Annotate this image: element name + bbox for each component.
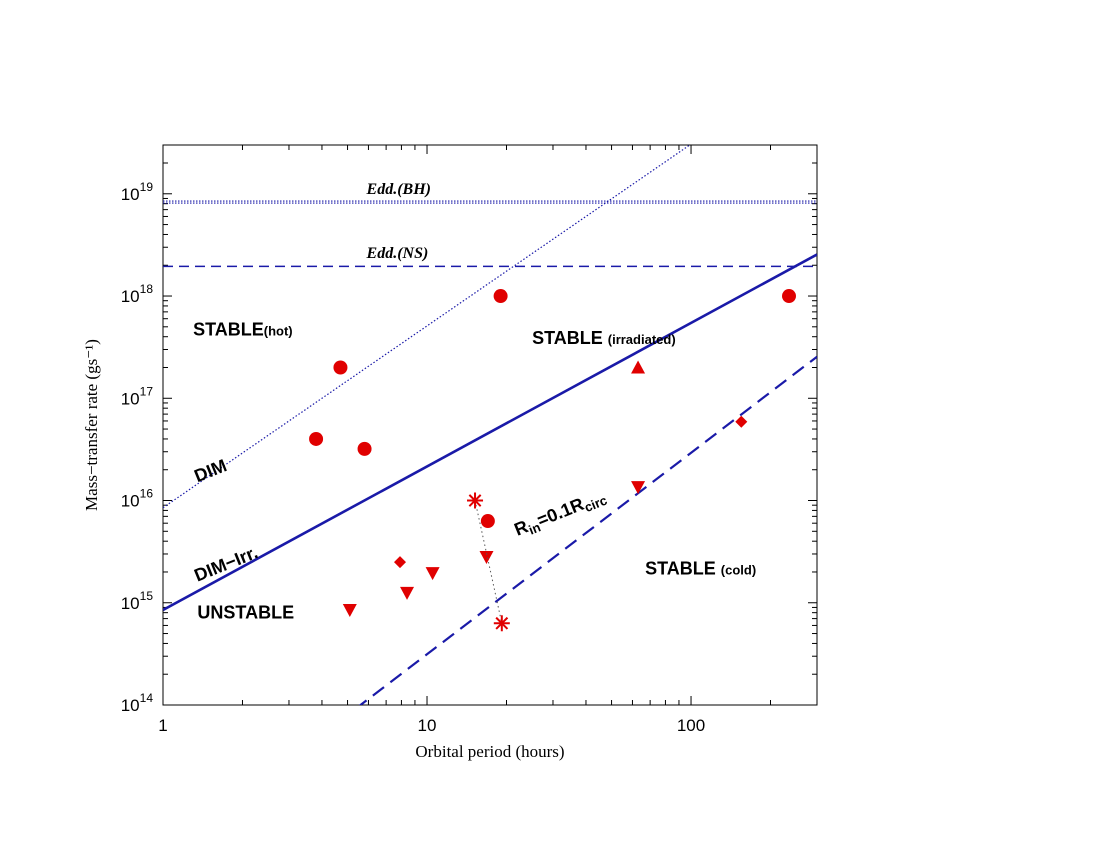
data-point-circle [309,431,324,446]
data-point-triangle-down [425,567,440,581]
y-tick-label: 1019 [121,180,154,204]
label-dim: DIM [191,455,229,486]
star-arm [495,616,509,630]
star-connector [474,500,503,624]
x-axis-title: Orbital period (hours) [415,742,564,761]
plot-frame [162,144,818,706]
data-point-diamond [393,556,406,569]
reference-lines [163,145,817,705]
y-tick-label: 1016 [121,487,154,511]
x-tick-label: 1 [158,716,167,735]
line-dim [163,145,691,509]
star-arm [468,494,482,507]
label-rin: Rin=0.1Rcirc [511,485,609,542]
data-point-triangle-down [631,481,646,495]
y-tick-label: 1018 [121,282,154,306]
data-point-circle [782,289,797,304]
x-tick-label: 100 [677,716,705,735]
data-point-circle [333,360,348,375]
line-r-in-0-1r-circ [358,355,817,705]
y-axis-title: Mass−transfer rate (gs⁻¹) [82,339,101,511]
data-point-triangle-up [631,360,646,374]
data-point-circle [480,514,495,529]
y-tick-label: 1015 [121,589,154,613]
line-dim-irr [163,253,817,612]
y-tick-label: 1014 [121,691,154,715]
label-stable-cold: STABLE (cold) [645,558,756,578]
data-point-star [493,615,510,632]
data-point-triangle-down [479,551,494,565]
data-point-triangle-down [342,603,357,617]
label-stable-hot: STABLE(hot) [193,320,293,340]
label-unstable: UNSTABLE [197,603,294,623]
label-edd-bh: Edd.(BH) [366,181,431,198]
data-point-star [467,492,484,509]
data-point-diamond [735,415,748,428]
data-point-circle [493,289,508,304]
label-stable-irradiated: STABLE (irradiated) [532,328,676,348]
x-tick-label: 10 [418,716,437,735]
y-tick-label: 1017 [121,384,154,408]
data-point-triangle-down [400,586,415,600]
label-edd-ns: Edd.(NS) [366,245,429,262]
label-dim-irr: DIM−Irr. [191,542,260,585]
data-point-circle [357,441,372,456]
